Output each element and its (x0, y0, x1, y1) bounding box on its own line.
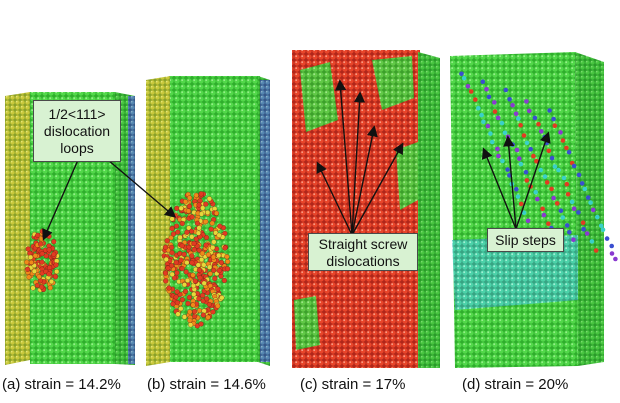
panel-d-specimen (450, 52, 618, 368)
annotation-arrows (42, 79, 551, 241)
annotation-loops-line-1: 1/2<111> (48, 106, 106, 122)
panel-b-specimen (146, 76, 270, 366)
annotation-screw-dislocations: Straight screw dislocations (308, 233, 418, 271)
annotation-loops-line-2: dislocation (43, 123, 111, 139)
annotation-screw-line-1: Straight screw (318, 236, 408, 252)
annotation-slip-steps: Slip steps (487, 228, 564, 252)
panel-b-dislocation-loop (161, 191, 231, 329)
annotation-loops-line-3: loops (60, 140, 94, 156)
caption-panel-d: (d) strain = 20% (462, 376, 569, 393)
panel-c-specimen (292, 50, 440, 368)
panel-c-green-regions (294, 56, 418, 350)
panel-a-dislocation-loop (24, 228, 60, 293)
caption-panel-a: (a) strain = 14.2% (2, 376, 121, 393)
caption-panel-b: (b) strain = 14.6% (147, 376, 266, 393)
annotation-screw-line-2: dislocations (326, 253, 400, 269)
annotation-dislocation-loops: 1/2<111> dislocation loops (33, 100, 121, 162)
caption-panel-c: (c) strain = 17% (300, 376, 406, 393)
